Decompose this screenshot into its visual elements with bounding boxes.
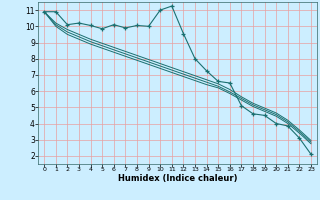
X-axis label: Humidex (Indice chaleur): Humidex (Indice chaleur) [118, 174, 237, 183]
